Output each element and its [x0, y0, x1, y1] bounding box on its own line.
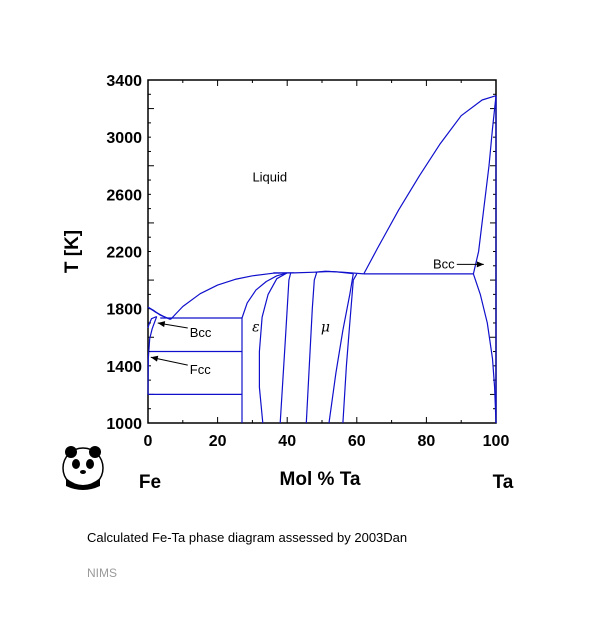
epsilon-phase-label: ε: [252, 320, 260, 336]
x-tick-label: 80: [418, 433, 436, 450]
phase-boundary-line: [147, 316, 158, 395]
left-component-label: Fe: [139, 472, 161, 493]
panda-icon: [62, 446, 104, 490]
y-tick-label: 3000: [106, 130, 142, 147]
x-tick-label: 60: [348, 433, 366, 450]
annotation-arrowhead: [157, 321, 166, 328]
x-axis-title: Mol % Ta: [280, 469, 361, 490]
mu-phase-label: μ: [321, 320, 330, 336]
x-tick-label: 20: [209, 433, 227, 450]
x-tick-label: 0: [144, 433, 153, 450]
annotation-label: Bcc: [433, 256, 455, 271]
annotation-label: Bcc: [190, 325, 212, 340]
phase-boundary-line: [279, 272, 292, 424]
phase-boundary-line: [472, 273, 497, 424]
phase-boundary-line: [305, 272, 318, 424]
annotation-arrowhead: [150, 355, 159, 362]
x-tick-label: 40: [278, 433, 296, 450]
phase-boundary-line: [258, 272, 288, 424]
phase-boundary-line: [472, 95, 497, 275]
phase-boundary-line: [241, 272, 288, 319]
phase-boundary-line: [170, 270, 364, 320]
y-tick-label: 2200: [106, 245, 142, 262]
source-label: NIMS: [87, 566, 117, 580]
annotation-arrowhead: [476, 261, 484, 268]
y-axis-title: T [K]: [62, 230, 83, 273]
phase-boundary-line: [328, 273, 354, 424]
chart-caption: Calculated Fe-Ta phase diagram assessed …: [87, 530, 408, 545]
y-tick-label: 3400: [106, 73, 142, 90]
phase-boundary-line: [342, 273, 358, 424]
x-tick-label: 100: [483, 433, 510, 450]
annotation-label: Fcc: [190, 362, 211, 377]
y-tick-label: 2600: [106, 187, 142, 204]
y-tick-label: 1400: [106, 359, 142, 376]
liquid-region-label: Liquid: [252, 169, 287, 184]
y-tick-label: 1000: [106, 416, 142, 433]
phase-boundary-line: [363, 95, 497, 275]
y-tick-label: 1800: [106, 302, 142, 319]
right-component-label: Ta: [493, 472, 514, 493]
phase-boundary-line: [314, 270, 354, 275]
phase-boundary-line: [147, 315, 157, 329]
